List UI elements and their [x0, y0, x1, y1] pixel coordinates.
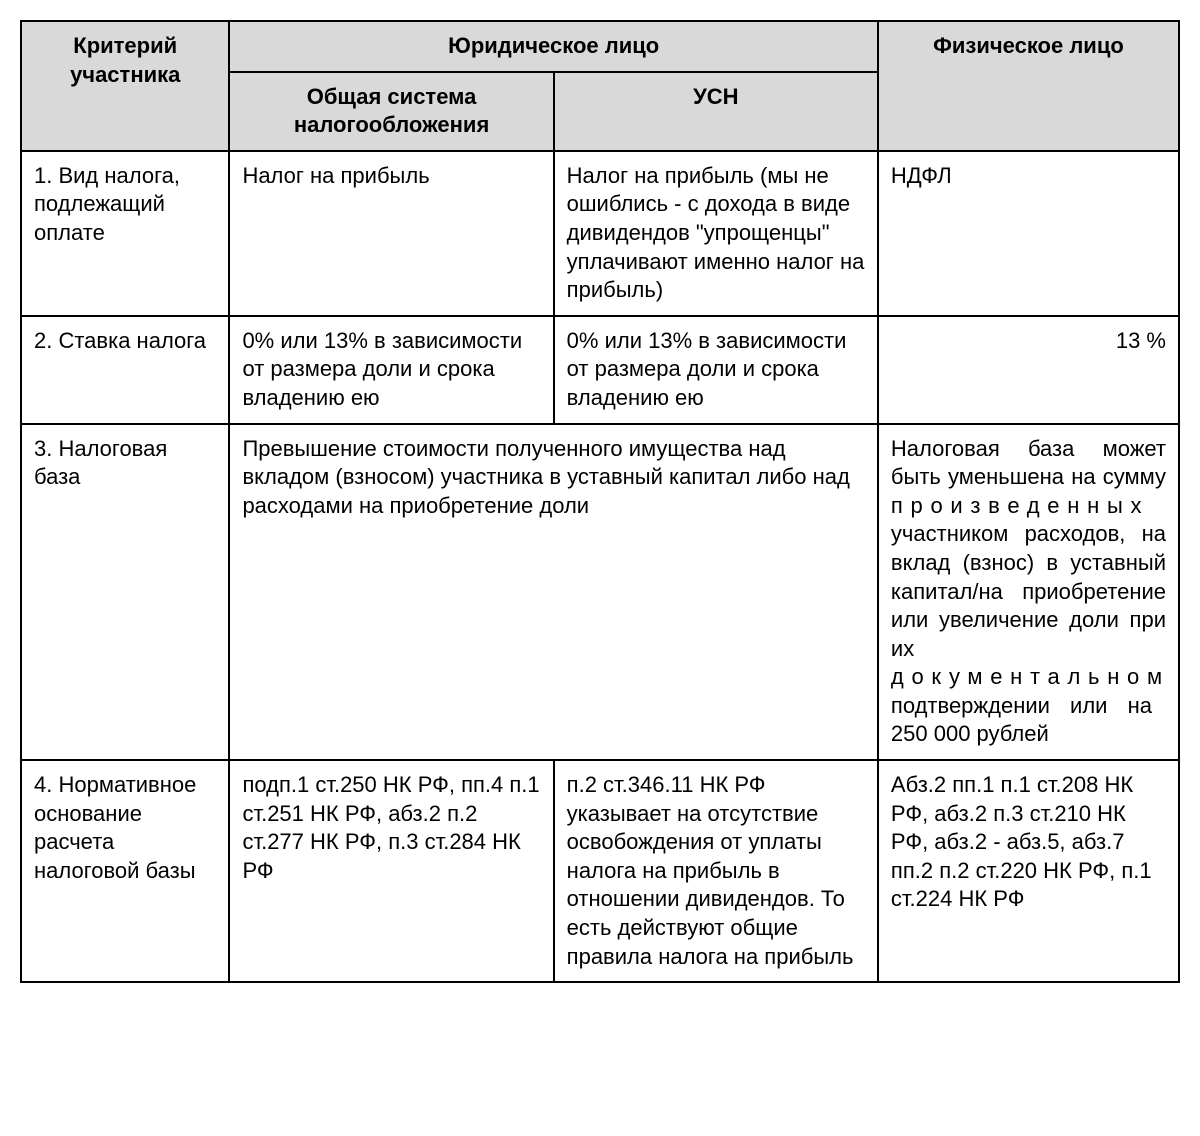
header-usn: УСН [554, 72, 878, 151]
text-spaced: документальном [891, 664, 1170, 689]
header-general-system: Общая система налогообложения [229, 72, 553, 151]
cell-general: подп.1 ст.250 НК РФ, пп.4 п.1 ст.251 НК … [229, 760, 553, 982]
cell-general: 0% или 13% в зависимости от размера доли… [229, 316, 553, 424]
cell-usn: 0% или 13% в зависимости от размера доли… [554, 316, 878, 424]
tax-comparison-table: Критерий участника Юридическое лицо Физи… [20, 20, 1180, 983]
header-row-1: Критерий участника Юридическое лицо Физи… [21, 21, 1179, 72]
cell-usn: п.2 ст.346.11 НК РФ указывает на отсутст… [554, 760, 878, 982]
table-row: 3. Налоговая база Превышение стоимости п… [21, 424, 1179, 761]
cell-general: Налог на прибыль [229, 151, 553, 316]
text-part: участником расходов, на вклад (взнос) в … [891, 521, 1166, 660]
cell-criteria: 2. Ставка налога [21, 316, 229, 424]
text-spaced: произведенных [891, 493, 1149, 518]
table-row: 2. Ставка налога 0% или 13% в зависимост… [21, 316, 1179, 424]
cell-usn: Налог на прибыль (мы не ошиблись - с дох… [554, 151, 878, 316]
cell-individual: НДФЛ [878, 151, 1179, 316]
cell-individual: Налоговая база может быть уменьшена на с… [878, 424, 1179, 761]
header-criteria: Критерий участника [21, 21, 229, 151]
header-legal-entity: Юридическое лицо [229, 21, 877, 72]
cell-legal-merged: Превышение стоимости полученного имущест… [229, 424, 877, 761]
header-individual: Физическое лицо [878, 21, 1179, 151]
table-row: 1. Вид налога, подлежащий оплате Налог н… [21, 151, 1179, 316]
cell-individual: 13 % [878, 316, 1179, 424]
table-row: 4. Нормативное основание расчета налогов… [21, 760, 1179, 982]
cell-individual: Абз.2 пп.1 п.1 ст.208 НК РФ, абз.2 п.3 с… [878, 760, 1179, 982]
cell-criteria: 1. Вид налога, подлежащий оплате [21, 151, 229, 316]
cell-criteria: 3. Налоговая база [21, 424, 229, 761]
cell-criteria: 4. Нормативное основание расчета налогов… [21, 760, 229, 982]
text-part: Налоговая база может быть уменьшена на с… [891, 436, 1166, 490]
text-part: подтверждении или на 250 000 рублей [891, 693, 1152, 747]
